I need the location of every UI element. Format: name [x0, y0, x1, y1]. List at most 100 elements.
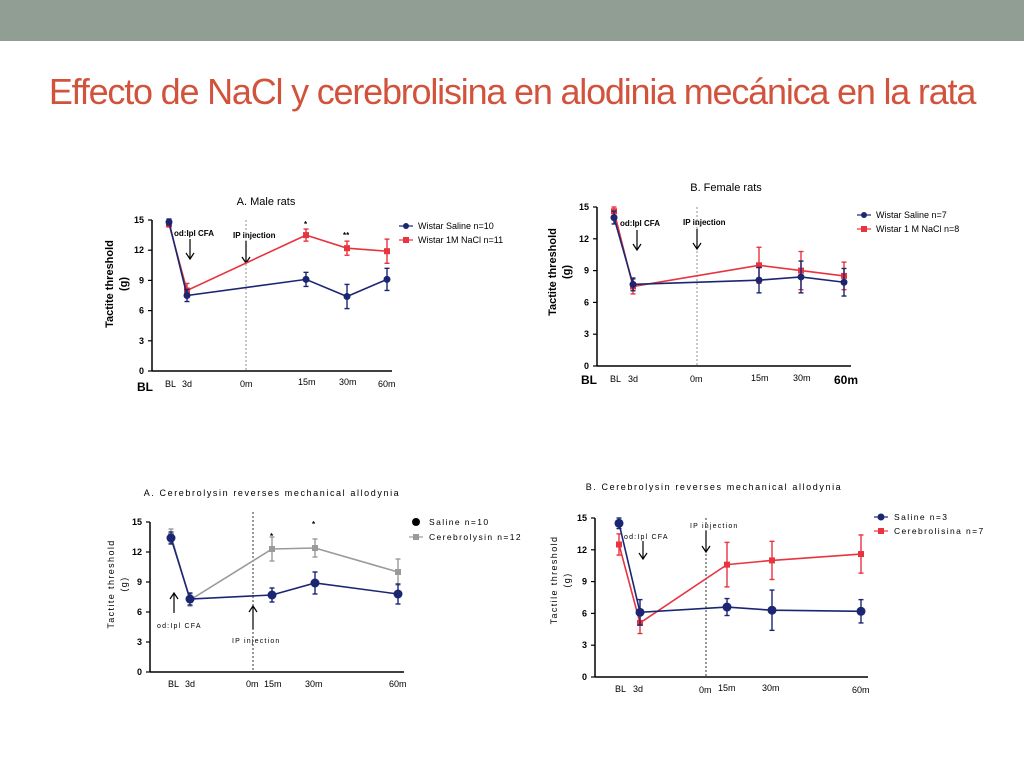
- legend-marker-saline: [412, 518, 420, 526]
- series-cerebrolisina: [616, 533, 864, 635]
- data-point: [756, 262, 762, 269]
- data-point: [344, 245, 350, 252]
- data-point: [614, 518, 624, 528]
- annotation-ip: IP injection: [683, 218, 726, 227]
- y-ticks: 0 3 6 9 12 15: [132, 517, 150, 677]
- data-point: [767, 605, 777, 615]
- significance-marker: **: [343, 231, 350, 240]
- data-point: [858, 551, 864, 558]
- x-tick-label: 30m: [339, 377, 357, 387]
- legend-saline: Saline n=10: [429, 517, 490, 527]
- y-tick-label: 0: [582, 672, 587, 682]
- y-tick-label: 15: [577, 513, 587, 523]
- data-point: [395, 569, 401, 575]
- data-point: [856, 606, 866, 616]
- data-point: [183, 292, 191, 299]
- chart-title: A. Male rats: [237, 196, 296, 208]
- y-axis-label-unit: (g): [118, 277, 130, 291]
- y-axis-label-unit: (g): [561, 265, 573, 279]
- y-tick-label: 6: [137, 607, 142, 617]
- x-tick-label: 15m: [298, 377, 316, 387]
- arrow-up-icon: [248, 604, 258, 629]
- y-axis-label-unit: (g): [562, 572, 572, 587]
- y-tick-label: 3: [139, 336, 144, 346]
- data-point: [384, 248, 390, 255]
- x-tick-label: BL: [581, 373, 597, 387]
- x-tick-label: BL: [615, 684, 626, 694]
- x-tick-label: 0m: [246, 679, 259, 689]
- series-saline: [614, 517, 866, 632]
- data-point: [616, 541, 622, 548]
- chart-title: B. Female rats: [690, 182, 762, 194]
- x-tick-label: 3d: [182, 379, 192, 389]
- legend-nacl: Wistar 1M NaCl n=11: [418, 235, 503, 245]
- x-tick-label: BL: [165, 379, 176, 389]
- annotation-ip: IP injection: [232, 638, 281, 645]
- x-tick-label: 30m: [793, 373, 811, 383]
- data-point: [610, 214, 618, 222]
- x-tick-label: 15m: [718, 683, 736, 693]
- legend-nacl: Wistar 1 M NaCl n=8: [876, 224, 959, 234]
- data-point: [267, 590, 277, 600]
- annotation-cfa: od:Ipl CFA: [620, 219, 660, 228]
- data-point: [383, 275, 391, 283]
- annotation-cfa: od:Ipl CFA: [157, 623, 202, 630]
- data-point: [629, 280, 637, 288]
- y-tick-label: 12: [577, 545, 587, 555]
- x-tick-label: 60m: [834, 373, 858, 387]
- data-point: [769, 557, 775, 564]
- chart-title: A. Cerebrolysin reverses mechanical allo…: [144, 488, 401, 498]
- y-tick-label: 3: [137, 637, 142, 647]
- arrow-up-icon: [169, 591, 179, 613]
- y-axis-label: Tactite threshold: [104, 240, 116, 328]
- x-tick-label: 3d: [633, 684, 643, 694]
- x-tick-label: 30m: [762, 683, 780, 693]
- data-point: [635, 607, 645, 617]
- data-point: [343, 293, 351, 301]
- annotation-ip: IP injection: [233, 231, 276, 240]
- data-point: [269, 546, 275, 552]
- y-tick-label: 0: [584, 361, 589, 371]
- x-tick-label: BL: [168, 679, 179, 689]
- top-banner: [0, 0, 1024, 41]
- legend: Saline n=10 Cerebrolysin n=12: [409, 517, 521, 542]
- arrow-down-icon: [692, 229, 702, 251]
- x-tick-label: 15m: [751, 373, 769, 383]
- y-tick-label: 0: [139, 366, 144, 376]
- y-tick-label: 6: [582, 608, 587, 618]
- annotation-ip: IP injection: [690, 523, 739, 530]
- y-tick-label: 12: [134, 245, 144, 255]
- series-saline: [610, 210, 848, 297]
- data-point: [185, 594, 195, 604]
- data-point: [310, 578, 320, 588]
- x-tick-label: BL: [137, 380, 153, 394]
- x-tick-label: 15m: [264, 679, 282, 689]
- y-tick-label: 9: [582, 577, 587, 587]
- annotation-cfa: od:Ipl CFA: [174, 229, 214, 238]
- y-axis-label: Tactite threshold: [547, 228, 559, 316]
- data-point: [840, 278, 848, 286]
- legend: Wistar Saline n=7 Wistar 1 M NaCl n=8: [857, 210, 959, 234]
- slide-title: Effecto de NaCl y cerebrolisina en alodi…: [48, 71, 977, 112]
- data-point: [797, 273, 805, 281]
- significance-marker: *: [304, 220, 308, 229]
- legend-saline: Wistar Saline n=10: [418, 221, 494, 231]
- y-tick-label: 3: [584, 329, 589, 339]
- x-tick-label: 60m: [852, 685, 870, 695]
- y-axis-label: Tactite threshold: [106, 539, 116, 628]
- arrow-down-icon: [632, 230, 642, 252]
- data-point: [166, 533, 176, 543]
- legend-cerebrolisina: Cerebrolisina n=7: [894, 526, 985, 536]
- y-tick-label: 3: [582, 640, 587, 650]
- data-point: [165, 218, 173, 226]
- y-tick-label: 9: [139, 275, 144, 285]
- arrow-down-icon: [701, 531, 711, 554]
- x-tick-label: 60m: [389, 679, 407, 689]
- x-tick-label: 0m: [690, 374, 703, 384]
- x-tick-label: 60m: [378, 379, 396, 389]
- y-ticks: 0 3 6 9 12 15: [577, 513, 595, 682]
- x-tick-label: BL: [610, 374, 621, 384]
- y-tick-label: 12: [132, 547, 142, 557]
